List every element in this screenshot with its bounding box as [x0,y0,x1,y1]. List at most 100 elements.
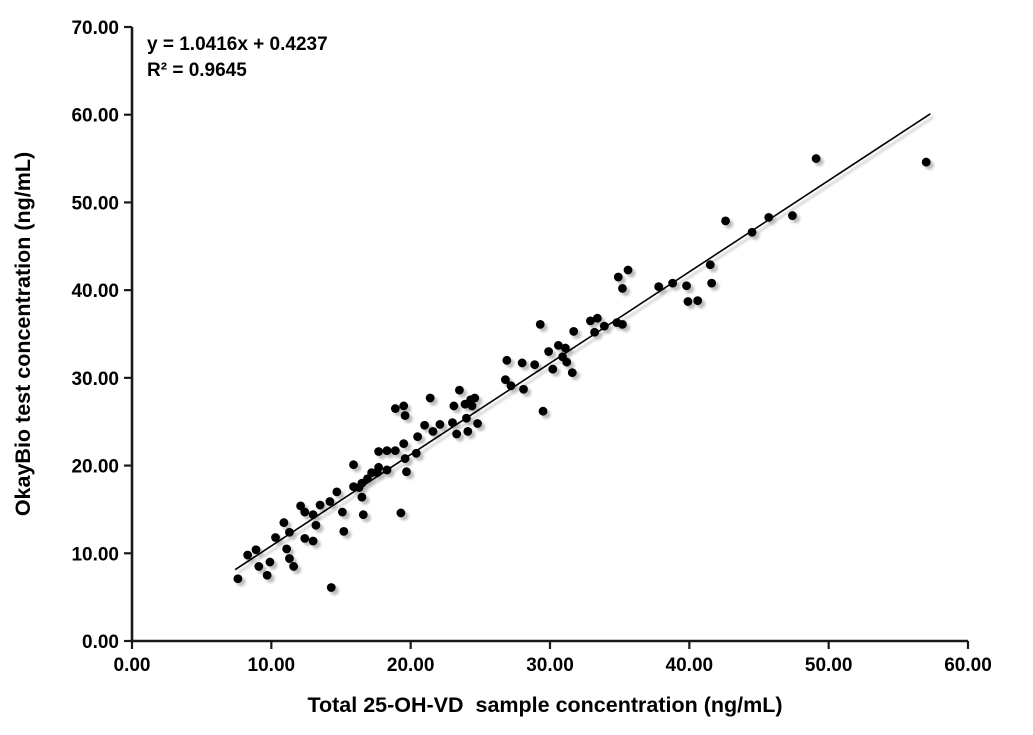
y-tick-label: 20.00 [71,457,119,478]
data-point [811,154,821,163]
data-point [590,327,599,337]
data-point [764,212,774,222]
data-point [618,283,627,293]
data-point [339,526,349,536]
data-point [382,465,392,475]
data-point [300,507,310,517]
data-point [349,460,358,470]
data-points-layer [233,154,931,592]
data-point [390,446,400,456]
data-point [428,426,438,436]
data-point [668,278,678,288]
y-axis-title: OkayBio test concentration (ng/mL) [11,152,35,516]
data-point [473,419,482,428]
data-point [548,364,558,374]
data-point [519,384,528,394]
x-tick-label: 50.00 [805,655,853,676]
y-tick-label: 10.00 [71,544,119,565]
data-point [599,321,609,331]
data-point [285,527,294,537]
data-point [682,281,691,291]
y-tick-label: 0.00 [82,632,119,653]
data-point [623,265,633,275]
data-point [279,518,289,527]
data-point [721,216,730,226]
data-point [747,227,757,237]
data-point [470,393,480,403]
data-point [420,420,429,430]
data-point [358,510,368,520]
data-point [567,368,577,377]
data-point [538,406,548,416]
data-point [560,343,570,353]
data-point [400,411,410,420]
data-point [586,316,595,326]
data-point [435,419,445,429]
data-point [618,319,627,329]
y-tick-label: 60.00 [71,106,119,127]
data-point [382,446,392,456]
data-point [411,448,421,458]
data-point [254,562,264,571]
data-point [296,501,305,511]
data-point [517,358,527,368]
data-point [452,429,462,439]
y-tick-label: 50.00 [71,193,119,214]
data-point [506,381,516,391]
x-tick-label: 0.00 [114,655,151,676]
trendline-equation-label: y = 1.0416x + 0.4237 [147,34,328,55]
data-point [683,297,693,306]
data-point [592,313,602,323]
data-point [400,454,410,463]
data-point [390,404,400,413]
data-point [315,500,325,510]
x-tick-label: 10.00 [248,655,296,676]
data-point [788,211,797,220]
data-point [265,557,275,567]
x-tick-label: 30.00 [526,655,574,676]
marker-shadows [236,116,935,596]
data-point [332,487,342,497]
trend-line-layer [234,113,931,571]
data-point [396,508,406,518]
data-point [654,282,664,292]
data-point [402,467,411,477]
data-point [502,355,512,365]
data-point [285,554,294,563]
data-point [243,550,253,560]
data-point [311,520,321,530]
data-point [705,260,715,270]
y-tick-label: 40.00 [71,281,119,302]
data-point [613,272,623,282]
trend-line-shadow [237,116,935,574]
data-point [553,341,563,350]
data-point [399,439,409,449]
x-tick-label: 40.00 [666,655,714,676]
data-point [251,545,261,555]
data-point [462,413,471,423]
data-point [569,326,579,336]
data-point [363,474,372,484]
axes-layer [124,25,970,649]
tick-labels-layer: 0.00 10.00 20.00 30.00 40.00 50.00 60.00 0.00 10… [71,18,991,676]
data-point [326,583,336,592]
data-point [425,393,435,403]
r-squared-label: R² = 0.9645 [147,60,247,81]
data-point [530,360,540,370]
data-point [282,544,292,554]
data-point [262,570,272,580]
data-point [337,507,347,517]
data-point [289,562,299,571]
data-point [455,385,464,395]
y-tick-label: 70.00 [71,18,119,39]
data-point [325,497,335,506]
data-point [374,447,384,456]
data-point [233,574,243,584]
data-point [374,462,384,472]
data-point [271,533,280,542]
data-point [467,401,477,411]
x-tick-label: 60.00 [944,655,992,676]
data-point [357,492,367,502]
data-point [707,278,717,288]
